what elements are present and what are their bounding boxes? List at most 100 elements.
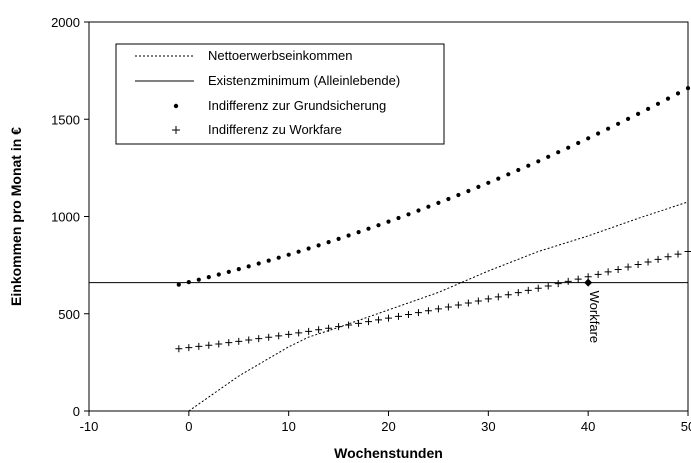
series-point-workfare <box>444 303 452 311</box>
y-tick-label: 0 <box>73 404 80 419</box>
series-point-grundsicherung <box>186 280 191 285</box>
series-point-workfare <box>345 321 353 329</box>
series-point-grundsicherung <box>406 212 411 217</box>
series-point-workfare <box>285 330 293 338</box>
series-line-netto <box>188 201 689 412</box>
series-point-workfare <box>175 345 183 353</box>
series-point-workfare <box>275 332 283 340</box>
x-tick-label: -10 <box>80 419 99 434</box>
series-point-grundsicherung <box>426 204 431 209</box>
series-point-grundsicherung <box>556 150 561 155</box>
series-point-grundsicherung <box>516 167 521 173</box>
series-point-grundsicherung <box>206 275 211 280</box>
series-point-grundsicherung <box>665 96 671 101</box>
series-point-grundsicherung <box>256 261 261 266</box>
series-point-workfare <box>394 312 402 320</box>
series-point-grundsicherung <box>326 240 331 245</box>
series-point-workfare <box>614 265 622 273</box>
series-point-workfare <box>504 291 512 299</box>
series-point-grundsicherung <box>246 264 251 269</box>
series-point-workfare <box>205 341 213 349</box>
series-layer <box>89 86 691 412</box>
legend-box <box>115 43 445 145</box>
series-point-grundsicherung <box>476 184 481 189</box>
legend-label-netto: Nettoerwerbseinkommen <box>208 48 353 63</box>
series-point-grundsicherung <box>675 91 681 96</box>
series-point-workfare <box>365 318 373 326</box>
series-point-workfare <box>295 329 303 337</box>
series-point-workfare <box>494 293 502 301</box>
series-point-grundsicherung <box>506 172 511 177</box>
series-point-workfare <box>684 248 691 256</box>
legend-marker-workfare <box>172 126 180 134</box>
series-point-grundsicherung <box>536 159 541 164</box>
series-point-grundsicherung <box>306 246 311 251</box>
series-point-grundsicherung <box>226 269 231 274</box>
series-point-workfare <box>534 284 542 292</box>
series-point-grundsicherung <box>456 192 461 198</box>
series-point-grundsicherung <box>386 219 391 224</box>
series-point-grundsicherung <box>346 233 351 238</box>
series-point-grundsicherung <box>626 116 631 121</box>
y-tick-label: 1500 <box>51 112 80 127</box>
series-point-grundsicherung <box>366 226 371 231</box>
series-point-workfare <box>265 333 273 341</box>
series-point-workfare <box>385 314 392 322</box>
series-point-workfare <box>464 299 472 307</box>
series-point-grundsicherung <box>486 180 491 185</box>
series-point-grundsicherung <box>446 196 451 202</box>
series-point-grundsicherung <box>586 136 591 141</box>
series-point-grundsicherung <box>596 131 601 136</box>
x-tick-label: 10 <box>281 419 295 434</box>
series-point-grundsicherung <box>606 126 611 131</box>
x-tick-label: 0 <box>185 419 192 434</box>
series-point-workfare <box>434 305 442 313</box>
x-tick-label: 20 <box>381 419 395 434</box>
x-tick-label: 30 <box>481 419 495 434</box>
series-point-grundsicherung <box>466 188 471 194</box>
series-point-grundsicherung <box>685 86 691 91</box>
series-point-grundsicherung <box>416 208 421 213</box>
series-point-workfare <box>225 339 233 347</box>
series-point-workfare <box>474 297 482 305</box>
series-point-workfare <box>524 286 532 294</box>
legend-label-grundsicherung: Indifferenz zur Grundsicherung <box>208 98 386 113</box>
series-point-workfare <box>315 326 323 334</box>
series-point-workfare <box>195 342 203 350</box>
series-point-workfare <box>664 253 672 261</box>
series-point-grundsicherung <box>546 154 551 159</box>
series-point-workfare <box>404 311 412 319</box>
series-point-workfare <box>624 263 632 271</box>
series-point-grundsicherung <box>646 106 651 111</box>
series-point-grundsicherung <box>176 282 181 287</box>
series-point-workfare <box>424 307 432 315</box>
series-point-workfare <box>245 336 253 344</box>
series-point-workfare <box>355 319 363 327</box>
series-point-workfare <box>255 335 263 343</box>
series-point-workfare <box>484 295 492 303</box>
series-point-workfare <box>514 289 522 297</box>
series-point-grundsicherung <box>336 236 341 241</box>
legend-marker-grundsicherung <box>173 103 179 109</box>
series-point-workfare <box>654 255 662 263</box>
series-point-workfare <box>574 275 582 283</box>
series-point-workfare <box>454 301 462 309</box>
series-point-workfare <box>594 270 602 278</box>
series-point-grundsicherung <box>266 258 271 263</box>
x-tick-label: 50 <box>681 419 691 434</box>
series-point-workfare <box>564 277 572 285</box>
series-point-workfare <box>674 250 682 258</box>
series-point-workfare <box>325 324 333 332</box>
series-point-grundsicherung <box>496 176 501 181</box>
series-point-grundsicherung <box>566 145 571 150</box>
series-point-workfare <box>644 258 652 266</box>
series-point-workfare <box>554 280 562 288</box>
series-point-grundsicherung <box>655 101 661 106</box>
series-point-workfare <box>215 340 223 348</box>
series-point-workfare <box>634 260 642 268</box>
series-point-grundsicherung <box>636 111 641 116</box>
annotation-workfare: Workfare <box>587 291 602 344</box>
series-point-grundsicherung <box>576 140 581 146</box>
